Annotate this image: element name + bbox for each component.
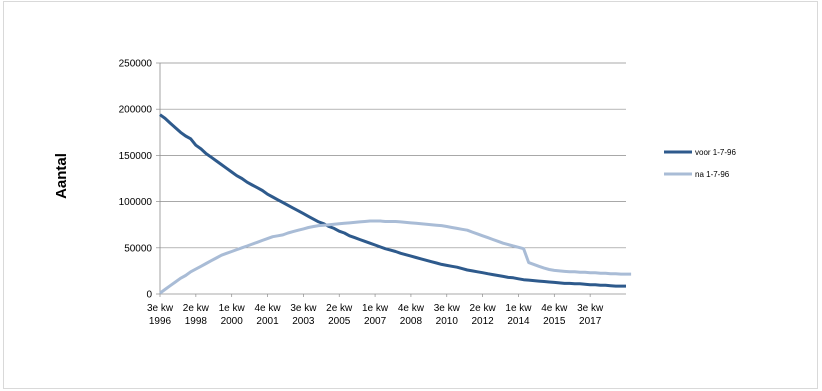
x-tick-label-year: 2015 bbox=[543, 316, 566, 327]
x-tick-label-quarter: 3e kw bbox=[147, 303, 174, 314]
x-tick-label-year: 2000 bbox=[221, 316, 244, 327]
x-tick-label-year: 1996 bbox=[149, 316, 172, 327]
x-tick-label-year: 2014 bbox=[507, 316, 530, 327]
y-tick-label: 100000 bbox=[119, 197, 153, 208]
legend: voor 1-7-96 na 1-7-96 bbox=[664, 148, 736, 179]
x-tick-label-year: 2008 bbox=[400, 316, 423, 327]
y-tick-label: 250000 bbox=[119, 59, 153, 70]
x-tick-label-quarter: 1e kw bbox=[362, 303, 389, 314]
x-tick-label-quarter: 2e kw bbox=[326, 303, 353, 314]
x-tick-label-year: 2001 bbox=[256, 316, 279, 327]
gridlines bbox=[156, 62, 626, 295]
x-tick-label-quarter: 2e kw bbox=[470, 303, 497, 314]
x-tick-label-quarter: 4e kw bbox=[254, 303, 281, 314]
x-tick-label-year: 2007 bbox=[364, 316, 387, 327]
x-tick-label-quarter: 1e kw bbox=[505, 303, 532, 314]
x-tick-label-year: 2012 bbox=[471, 316, 494, 327]
legend-label: na 1-7-96 bbox=[695, 170, 730, 179]
x-tick-label-year: 2017 bbox=[579, 316, 602, 327]
y-tick-label: 200000 bbox=[119, 105, 153, 116]
x-tick-label-year: 2005 bbox=[328, 316, 351, 327]
series-lines bbox=[159, 113, 632, 295]
y-tick-label: 150000 bbox=[119, 151, 153, 162]
y-axis-label: Aantal bbox=[53, 153, 70, 199]
series-line-1 bbox=[159, 113, 626, 288]
axes bbox=[159, 63, 626, 297]
y-tick-label: 0 bbox=[146, 290, 152, 301]
x-tick-label-year: 2003 bbox=[292, 316, 315, 327]
series-line-2 bbox=[159, 219, 632, 295]
x-tick-labels: 3e kw 1996 2e kw 1998 1e kw 2000 4e kw 2001 3e k… bbox=[147, 303, 604, 327]
x-tick-label-quarter: 3e kw bbox=[577, 303, 604, 314]
x-tick-label-quarter: 4e kw bbox=[398, 303, 425, 314]
y-tick-label: 50000 bbox=[124, 243, 152, 254]
x-tick-label-quarter: 1e kw bbox=[219, 303, 246, 314]
x-tick-label-quarter: 2e kw bbox=[183, 303, 210, 314]
chart-frame bbox=[3, 1, 818, 389]
x-tick-label-year: 2010 bbox=[436, 316, 459, 327]
x-tick-label-quarter: 4e kw bbox=[541, 303, 568, 314]
y-tick-labels: 0 50000 100000 150000 200000 250000 bbox=[119, 59, 153, 301]
x-tick-label-quarter: 3e kw bbox=[290, 303, 317, 314]
x-tick-label-quarter: 3e kw bbox=[434, 303, 461, 314]
x-tick-label-year: 1998 bbox=[185, 316, 208, 327]
legend-label: voor 1-7-96 bbox=[695, 148, 736, 157]
